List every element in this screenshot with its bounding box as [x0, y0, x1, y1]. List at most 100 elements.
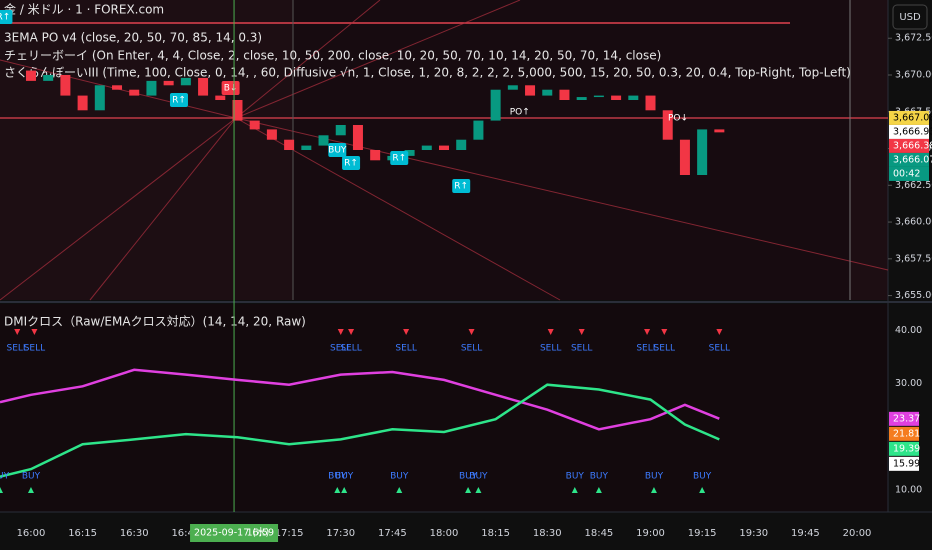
candle [180, 77, 191, 86]
fan-line [89, 117, 237, 301]
buy-label: BUY [390, 472, 409, 482]
candle [576, 97, 587, 100]
candle [456, 139, 467, 150]
signal-label: BUY [328, 146, 347, 156]
x-tick-label: 16:15 [68, 528, 97, 539]
signal-label: PO↓ [668, 114, 688, 124]
sell-marker [468, 329, 475, 335]
buy-marker [334, 487, 341, 493]
value-tag [889, 441, 919, 456]
cursor-time: 16:59 [247, 528, 274, 539]
candle [25, 70, 36, 81]
sell-marker [661, 329, 668, 335]
x-tick-label: 16:00 [17, 528, 46, 539]
value-tag-label: 21.81 [893, 428, 920, 439]
y-tick-label: 3,672.50 [895, 33, 932, 44]
candle [43, 75, 54, 81]
candle [215, 95, 226, 100]
candle [94, 85, 105, 111]
value-tag-label: 15.99 [893, 458, 920, 469]
candle [318, 135, 329, 146]
candle [163, 80, 174, 86]
candle [593, 95, 604, 98]
buy-label: BUY [328, 472, 347, 482]
sell-marker [14, 329, 21, 335]
sell-marker [348, 329, 355, 335]
price-tag [889, 152, 929, 167]
signal-label: R↑ [0, 13, 10, 23]
signal-box [221, 81, 240, 95]
symbol-title: 金 / 米ドル · 1 · FOREX.com [4, 2, 164, 17]
candle [611, 95, 622, 100]
sell-label: SELL [636, 344, 657, 354]
value-tag-label: 19.39 [893, 443, 920, 454]
indicator-label: チェリーボーイ (On Enter, 4, 4, Close, 2, close… [4, 49, 661, 63]
buy-label: BUY [590, 472, 609, 482]
candle [129, 89, 140, 96]
candle [335, 125, 346, 136]
price-tag [889, 110, 929, 125]
sell-label: SELL [540, 344, 561, 354]
candle [473, 120, 484, 140]
sell-label: SELL [654, 344, 675, 354]
candle [697, 129, 708, 175]
indicator-label: さくらんぼーいIII (Time, 100, Close, 0, 14, , 6… [4, 66, 851, 80]
sell-label: SELL [6, 344, 27, 354]
dmi-line [0, 368, 720, 431]
buy-label: BUY [469, 472, 488, 482]
candle [284, 139, 295, 150]
buy-label: BUY [459, 472, 478, 482]
signal-box [452, 179, 471, 193]
x-tick-label: 18:30 [533, 528, 562, 539]
candle [714, 129, 725, 133]
x-tick-label: 18:00 [430, 528, 459, 539]
signal-label: R↑ [454, 182, 468, 192]
candle [370, 150, 381, 161]
buy-label: BUY [0, 472, 10, 482]
price-tag-label: 3,666.93 [893, 126, 932, 137]
candle [198, 77, 209, 96]
sell-marker [716, 329, 723, 335]
x-tick-label: 18:45 [584, 528, 613, 539]
candle [146, 80, 157, 96]
candle [645, 95, 656, 111]
price-tag [889, 124, 929, 139]
signal-box [169, 93, 188, 107]
price-tag-label: 3,666.38 [893, 140, 932, 151]
candle [404, 150, 415, 156]
fan-line [0, 117, 237, 301]
y-tick-label: 30.00 [895, 378, 922, 389]
buy-marker [650, 487, 657, 493]
candle [77, 95, 88, 111]
candle [628, 95, 639, 100]
signal-label: PO↑ [510, 108, 530, 118]
candle [60, 75, 71, 96]
sell-marker [547, 329, 554, 335]
candle [559, 89, 570, 100]
x-tick-label: 16:45 [171, 528, 200, 539]
x-tick-label: 20:00 [843, 528, 872, 539]
y-tick-label: 3,670.00 [895, 70, 932, 81]
y-tick-label: 3,660.00 [895, 217, 932, 228]
candle [266, 129, 277, 140]
candle [439, 145, 449, 150]
buy-label: BUY [22, 472, 41, 482]
x-tick-label: 19:15 [688, 528, 717, 539]
value-tag-label: 23.37 [893, 413, 920, 424]
signal-label: R↑ [172, 96, 186, 106]
y-tick-label: 3,662.50 [895, 180, 932, 191]
buy-marker [699, 487, 706, 493]
sell-marker [578, 329, 585, 335]
candle [301, 145, 312, 150]
currency-button[interactable] [892, 4, 928, 30]
candle [662, 110, 673, 140]
sell-label: SELL [24, 344, 45, 354]
candle [507, 85, 518, 90]
candle [421, 145, 432, 150]
candle [542, 89, 553, 96]
signal-box [328, 143, 347, 157]
x-tick-label: 17:30 [326, 528, 355, 539]
candle [679, 139, 690, 175]
indicator-label: 3EMA PO v4 (close, 20, 50, 70, 85, 14, 0… [4, 31, 262, 45]
